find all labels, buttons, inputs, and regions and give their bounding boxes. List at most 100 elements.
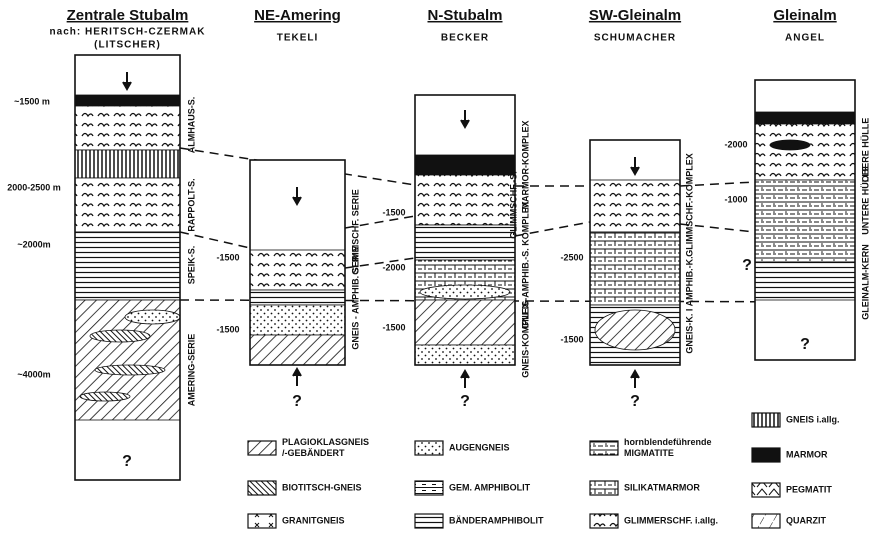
- legend-item: PEGMATIT: [752, 483, 832, 497]
- legend-swatch: [415, 514, 443, 528]
- arrow: [631, 371, 639, 388]
- column: Zentrale Stubalmnach: HERITSCH-CZERMAK(L…: [7, 7, 205, 480]
- thickness-label: -1500: [216, 252, 239, 262]
- rock-layer: [590, 232, 680, 305]
- legend-swatch: [752, 448, 780, 462]
- legend-swatch: [248, 441, 276, 455]
- unknown-mark: ?: [742, 257, 752, 274]
- legend-label: BIOTITSCH-GNEIS: [282, 482, 362, 492]
- rock-layer: [250, 250, 345, 290]
- legend-item: MARMOR: [752, 448, 828, 462]
- legend-swatch: [590, 441, 618, 455]
- rock-lens: [80, 392, 130, 401]
- rock-layer: [755, 112, 855, 124]
- legend-item: GNEIS i.allg.: [752, 413, 840, 427]
- legend-label: /-GEBÄNDERT: [282, 448, 345, 458]
- columns: Zentrale Stubalmnach: HERITSCH-CZERMAK(L…: [7, 7, 870, 480]
- unknown-mark: ?: [800, 336, 810, 353]
- rock-layer: [415, 155, 515, 175]
- legend-swatch: [590, 514, 618, 528]
- rock-layer: [415, 300, 515, 345]
- unit-label: GLIMMSCHF.-S.: [508, 171, 518, 239]
- rock-layer: [250, 290, 345, 305]
- column-title: Gleinalm: [773, 7, 836, 24]
- unit-label: ALMHAUS-S.: [186, 97, 196, 154]
- thickness-label: ~1500 m: [14, 96, 50, 106]
- geologic-section: Zentrale Stubalmnach: HERITSCH-CZERMAK(L…: [0, 0, 895, 534]
- legend-swatch: [752, 483, 780, 497]
- unit-label: GNEIS-K. I AMPHIB.-K.: [684, 256, 694, 353]
- rock-layer: [75, 106, 180, 150]
- rock-layer: [75, 150, 180, 178]
- legend-item: BIOTITSCH-GNEIS: [248, 481, 362, 495]
- legend-label: hornblendeführende: [624, 437, 712, 447]
- legend-label: SILIKATMARMOR: [624, 482, 700, 492]
- rock-lens: [770, 140, 810, 150]
- unknown-mark: ?: [292, 393, 302, 410]
- legend-label: MIGMATITE: [624, 448, 674, 458]
- column-title: N-Stubalm: [428, 7, 503, 24]
- thickness-label: -2000: [382, 262, 405, 272]
- unknown-mark: ?: [122, 453, 132, 470]
- legend-item: GEM. AMPHIBOLIT: [415, 481, 531, 495]
- unit-label: AMERING-SERIE: [186, 334, 196, 407]
- rock-layer: [250, 335, 345, 365]
- column-title: Zentrale Stubalm: [67, 7, 189, 24]
- legend-item: PLAGIOKLASGNEIS/-GEBÄNDERT: [248, 437, 369, 458]
- legend-item: QUARZIT: [752, 514, 826, 528]
- rock-layer: [415, 225, 515, 260]
- rock-layer: [590, 180, 680, 232]
- legend-swatch: [752, 413, 780, 427]
- unit-label: UNTERE HÜLLE: [860, 165, 870, 235]
- rock-layer: [415, 175, 515, 225]
- rock-layer: [415, 345, 515, 365]
- column-author: SCHUMACHER: [594, 33, 676, 44]
- thickness-label: -1500: [382, 207, 405, 217]
- arrow: [293, 369, 301, 386]
- legend-swatch: [752, 514, 780, 528]
- legend-swatch: [590, 481, 618, 495]
- column-title: SW-Gleinalm: [589, 7, 681, 24]
- thickness-label: -1500: [382, 322, 405, 332]
- legend-label: BÄNDERAMPHIBOLIT: [449, 515, 544, 525]
- rock-lens: [125, 310, 180, 324]
- rock-lens: [595, 310, 675, 350]
- column-author: nach: HERITSCH-CZERMAK: [50, 27, 206, 38]
- legend-item: GLIMMERSCHF. i.allg.: [590, 514, 718, 528]
- arrow: [461, 371, 469, 388]
- unknown-mark: ?: [460, 393, 470, 410]
- unknown-mark: ?: [630, 393, 640, 410]
- legend-item: BÄNDERAMPHIBOLIT: [415, 514, 544, 528]
- legend-swatch: [415, 441, 443, 455]
- thickness-label: -2000: [724, 139, 747, 149]
- column-author: BECKER: [441, 33, 489, 44]
- unit-label: RAPPOLT-S.: [186, 178, 196, 231]
- rock-layer: [75, 232, 180, 300]
- rock-lens: [90, 330, 150, 342]
- legend-label: GNEIS i.allg.: [786, 414, 840, 424]
- unit-label: GLIMMSCHF.-KOMPLEX: [684, 153, 694, 257]
- legend: PLAGIOKLASGNEIS/-GEBÄNDERT AUGENGNEIS horn…: [248, 413, 840, 528]
- legend-label: GRANITGNEIS: [282, 515, 345, 525]
- thickness-label: -1500: [560, 334, 583, 344]
- thickness-label: -2500: [560, 252, 583, 262]
- rock-layer: [755, 180, 855, 262]
- legend-swatch: [248, 514, 276, 528]
- unit-label: GNEIS-KOMPLEX: [520, 302, 530, 378]
- legend-swatch: [248, 481, 276, 495]
- legend-label: QUARZIT: [786, 515, 826, 525]
- thickness-label: ~2000m: [17, 239, 50, 249]
- legend-item: GRANITGNEIS: [248, 514, 345, 528]
- legend-label: PLAGIOKLASGNEIS: [282, 437, 369, 447]
- legend-label: GEM. AMPHIBOLIT: [449, 482, 531, 492]
- column: SW-Gleinalm SCHUMACHER GLIMMSCHF.-KOMPLEXG…: [560, 7, 694, 410]
- legend-item: AUGENGNEIS: [415, 441, 510, 455]
- rock-layer: [755, 262, 855, 300]
- column: N-Stubalm BECKER MARMOR-KOMPLEXGLIMMSCHF.-…: [382, 7, 530, 410]
- rock-lens: [95, 365, 165, 375]
- unit-label: MARMOR-KOMPLEX: [520, 121, 530, 210]
- legend-label: PEGMATIT: [786, 484, 832, 494]
